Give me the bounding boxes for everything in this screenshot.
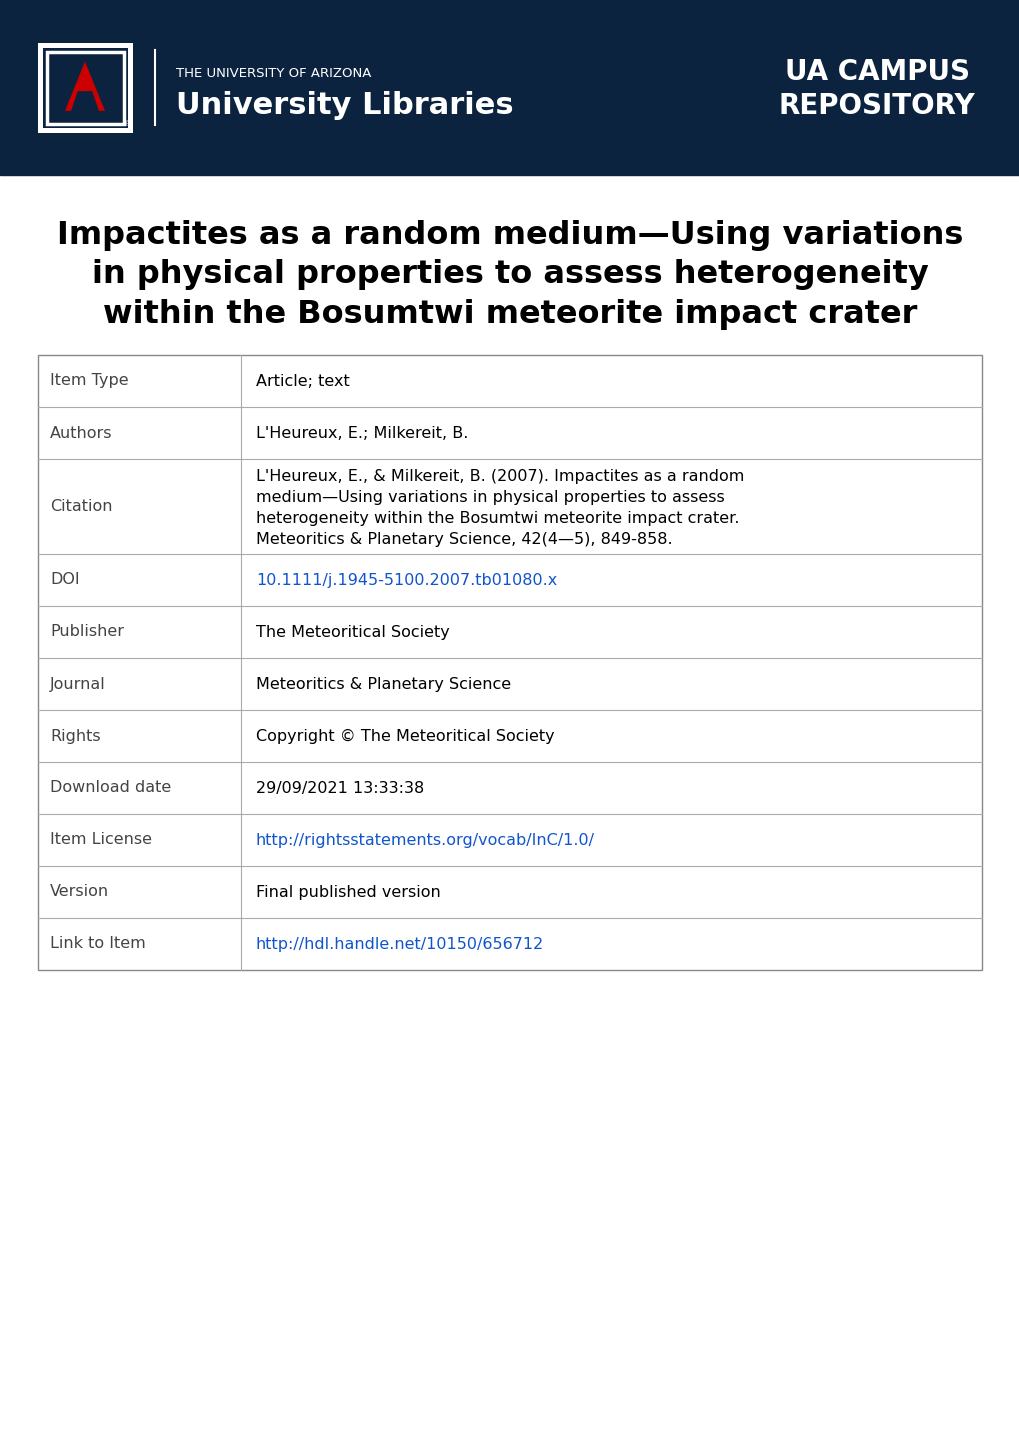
Text: http://hdl.handle.net/10150/656712: http://hdl.handle.net/10150/656712 (256, 936, 544, 952)
Text: University Libraries: University Libraries (176, 91, 514, 120)
Text: Article; text: Article; text (256, 373, 350, 388)
Text: Meteoritics & Planetary Science: Meteoritics & Planetary Science (256, 676, 511, 692)
Text: THE UNIVERSITY OF ARIZONA: THE UNIVERSITY OF ARIZONA (176, 66, 372, 79)
Text: Version: Version (50, 884, 109, 900)
Text: L'Heureux, E.; Milkereit, B.: L'Heureux, E.; Milkereit, B. (256, 425, 468, 440)
Text: Download date: Download date (50, 780, 171, 796)
Text: http://rightsstatements.org/vocab/InC/1.0/: http://rightsstatements.org/vocab/InC/1.… (256, 832, 594, 848)
Text: 29/09/2021 13:33:38: 29/09/2021 13:33:38 (256, 780, 424, 796)
Text: UA CAMPUS: UA CAMPUS (784, 59, 969, 87)
Text: ®: ® (124, 121, 130, 127)
Text: Item Type: Item Type (50, 373, 128, 388)
Bar (38, 355, 981, 970)
Text: Item License: Item License (50, 832, 152, 848)
Text: DOI: DOI (50, 572, 79, 587)
Bar (38, 42, 132, 133)
Text: The Meteoritical Society: The Meteoritical Society (256, 624, 449, 639)
Text: Citation: Citation (50, 499, 112, 513)
Polygon shape (65, 62, 105, 111)
Text: L'Heureux, E., & Milkereit, B. (2007). Impactites as a random
medium—Using varia: L'Heureux, E., & Milkereit, B. (2007). I… (256, 469, 744, 547)
Text: Link to Item: Link to Item (50, 936, 146, 952)
Bar (47, 52, 123, 124)
Text: Final published version: Final published version (256, 884, 440, 900)
Text: Publisher: Publisher (50, 624, 124, 639)
Text: Journal: Journal (50, 676, 106, 692)
Bar (43, 48, 127, 127)
Text: REPOSITORY: REPOSITORY (779, 91, 974, 120)
Text: 10.1111/j.1945-5100.2007.tb01080.x: 10.1111/j.1945-5100.2007.tb01080.x (256, 572, 556, 587)
Text: Impactites as a random medium—Using variations
in physical properties to assess : Impactites as a random medium—Using vari… (57, 221, 962, 330)
Text: Copyright © The Meteoritical Society: Copyright © The Meteoritical Society (256, 728, 554, 744)
Text: Rights: Rights (50, 728, 101, 744)
Text: Authors: Authors (50, 425, 112, 440)
Bar (0, 0, 1019, 174)
